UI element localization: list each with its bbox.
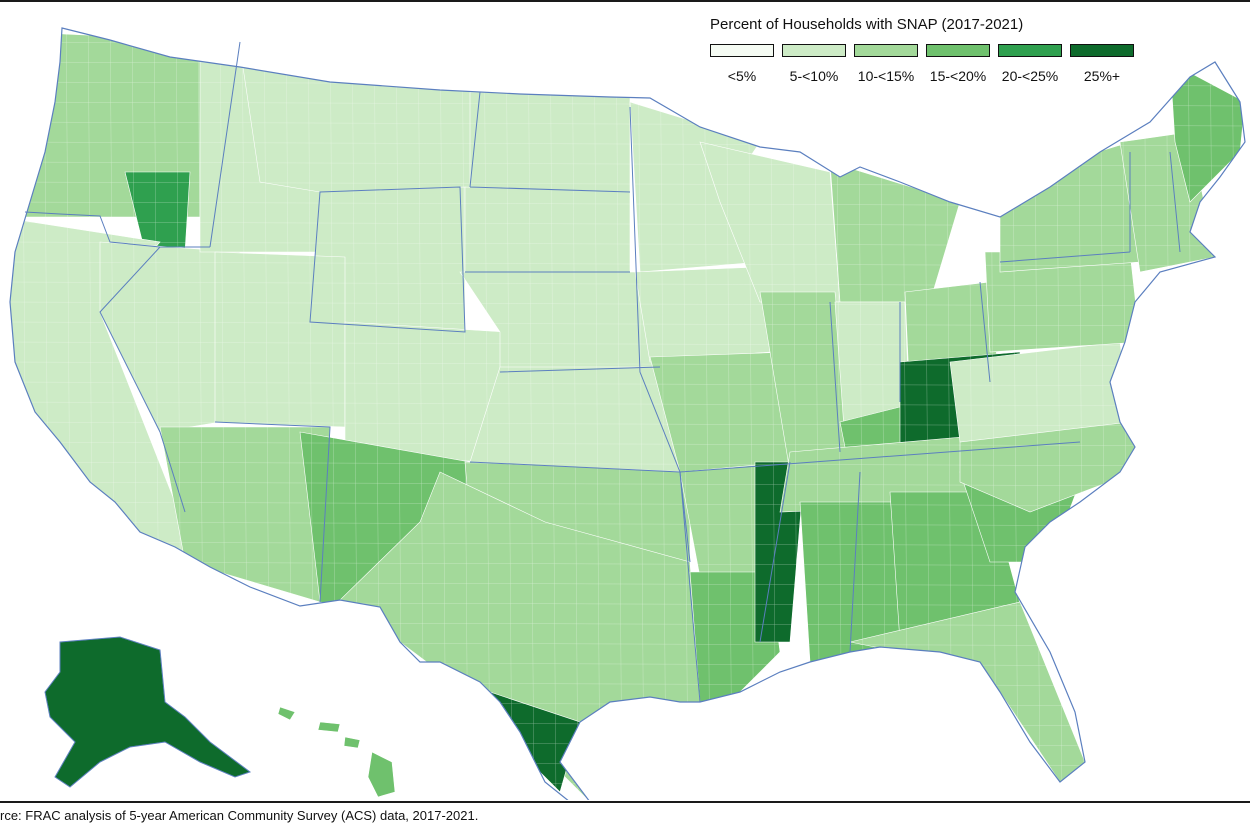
legend-swatch-10-15 <box>854 44 918 57</box>
legend-label-25plus: 25%+ <box>1083 68 1121 84</box>
region-south-dakota <box>464 186 631 273</box>
legend-swatch-20-25 <box>998 44 1062 57</box>
state-border-mississippi-west <box>629 106 701 703</box>
region-michigan <box>829 161 961 303</box>
legend-label-5-10: 5-<10% <box>789 68 839 84</box>
legend-swatch-lt5 <box>710 44 774 57</box>
state-border-wy <box>309 186 466 333</box>
state-border-id <box>209 41 241 248</box>
us-county-map <box>9 27 1246 800</box>
contiguous-us-outline <box>9 27 1246 800</box>
state-borders-plains <box>465 91 691 563</box>
region-north-dakota <box>469 91 631 193</box>
legend-label-15-20: 15-<20% <box>929 68 987 84</box>
state-borders-midwest-east <box>829 251 1131 453</box>
region-utah <box>214 251 346 428</box>
legend-label-10-15: 10-<15% <box>857 68 915 84</box>
state-border-ca-nv <box>99 246 186 513</box>
legend-swatch-5-10 <box>782 44 846 57</box>
legend-title: Percent of Households with SNAP (2017-20… <box>710 16 1024 33</box>
region-iowa <box>634 266 771 363</box>
legend-swatch-25plus <box>1070 44 1134 57</box>
state-borders-south <box>679 441 1081 653</box>
legend-label-lt5: <5% <box>727 68 757 84</box>
region-alaska <box>44 636 251 788</box>
source-note: rce: FRAC analysis of 5-year American Co… <box>0 808 479 823</box>
state-border-az-nm <box>214 421 331 603</box>
state-border-or-ca-nv <box>24 211 210 248</box>
region-montana <box>239 46 481 193</box>
top-border <box>0 0 1250 2</box>
region-hawaii <box>277 706 396 798</box>
bottom-border <box>0 801 1250 803</box>
legend-swatch-15-20 <box>926 44 990 57</box>
legend-label-20-25: 20-<25% <box>1001 68 1059 84</box>
state-borders-new-england <box>1129 151 1181 253</box>
alaska-outline <box>44 636 252 788</box>
